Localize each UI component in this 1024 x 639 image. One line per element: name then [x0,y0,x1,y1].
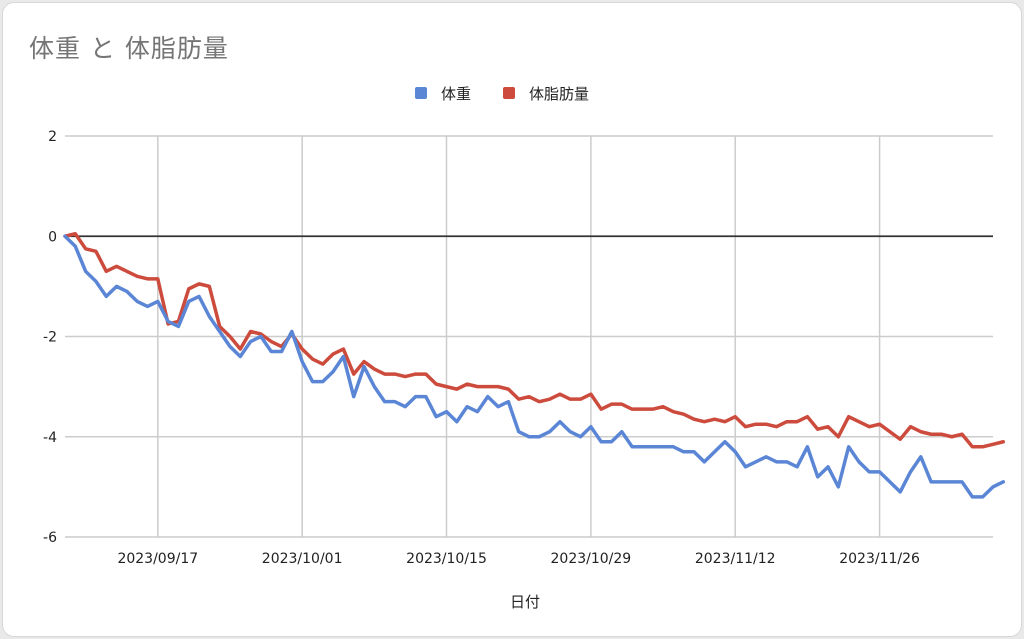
series-line-weight [63,234,1006,499]
y-tick-label: -4 [43,430,57,446]
x-tick-label: 2023/11/12 [695,551,776,567]
y-tick-label: 0 [48,229,57,245]
x-tick-label: 2023/11/26 [839,551,920,567]
x-tick-label: 2023/10/29 [551,551,632,567]
y-tick-label: 2 [48,129,57,145]
legend-label-weight: 体重 [441,85,471,103]
chart-title: 体重 と 体脂肪量 [29,34,229,63]
legend-swatch-body-fat [503,87,515,99]
series-lines [63,231,1006,499]
y-tick-label: -6 [43,530,57,546]
x-axis-title: 日付 [510,593,540,611]
line-chart: 2 0 -2 -4 -6 2023/09/17 2023/10/01 2023/10/15 20… [43,85,1006,611]
y-tick-label: -2 [43,330,57,346]
legend-swatch-weight [415,87,427,99]
x-tick-label: 2023/09/17 [117,551,198,567]
legend-label-body-fat: 体脂肪量 [529,85,589,103]
x-tick-label: 2023/10/15 [406,551,487,567]
legend: 体重 体脂肪量 [415,85,589,103]
series-line-body-fat [63,231,1006,449]
axes: 2 0 -2 -4 -6 2023/09/17 2023/10/01 2023/10/15 20… [43,129,993,567]
grid-lines [65,135,993,538]
x-tick-label: 2023/10/01 [262,551,343,567]
